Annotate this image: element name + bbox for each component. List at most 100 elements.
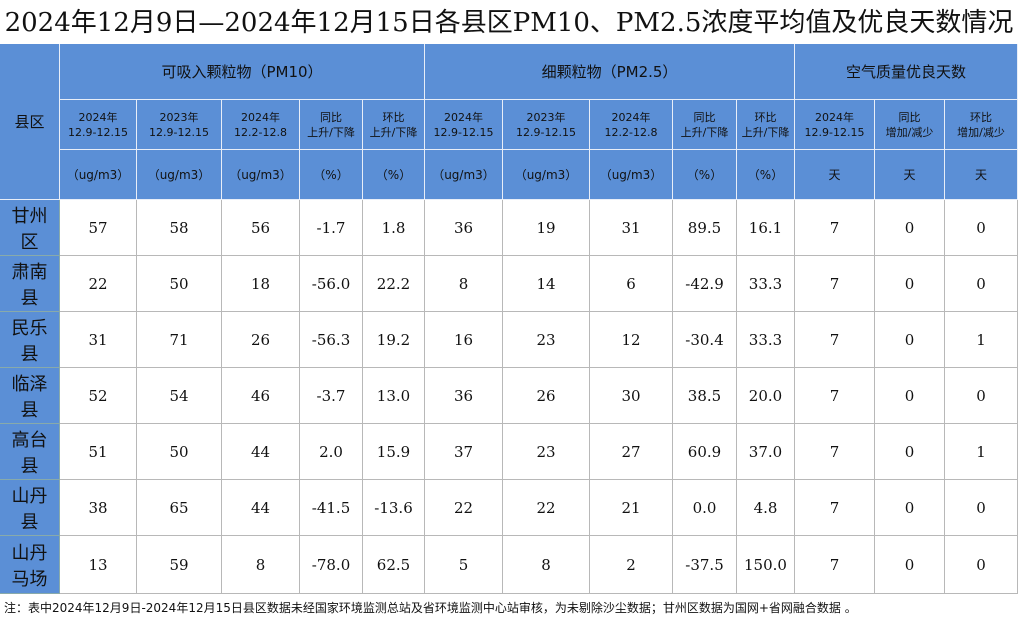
table-cell: -78.0 <box>300 536 363 594</box>
data-table: 县区 可吸入颗粒物（PM10） 细颗粒物（PM2.5） 空气质量优良天数 2024年 12… <box>0 44 1018 594</box>
table-cell: 44 <box>222 424 300 480</box>
header-line: 12.9-12.15 <box>149 125 209 139</box>
table-cell: 2 <box>590 536 673 594</box>
table-cell: 16 <box>425 312 503 368</box>
cell-text: 33.3 <box>748 274 783 293</box>
unit-header: （ug/m3） <box>222 150 300 200</box>
header-line: 上升/下降 <box>680 125 729 139</box>
unit-header: （%） <box>363 150 425 200</box>
cell-text: 肃南县 <box>11 261 48 309</box>
cell-text: 7 <box>829 274 840 293</box>
table-cell: -3.7 <box>300 368 363 424</box>
cell-text: 2.0 <box>319 442 343 461</box>
cell-text: 12 <box>621 330 641 349</box>
cell-text: 1.8 <box>381 218 406 237</box>
header-line: 12.2-12.8 <box>604 125 658 139</box>
sub-header: 2024年 12.2-12.8 <box>222 100 300 150</box>
table-cell: 38.5 <box>673 368 737 424</box>
sub-header: 2023年 12.9-12.15 <box>503 100 590 150</box>
table-cell: 21 <box>590 480 673 536</box>
sub-header: 环比 上升/下降 <box>363 100 425 150</box>
table-cell: -37.5 <box>673 536 737 594</box>
table-cell: 4.8 <box>737 480 795 536</box>
table-cell: 65 <box>137 480 222 536</box>
table-cell: -42.9 <box>673 256 737 312</box>
table-cell: 62.5 <box>363 536 425 594</box>
table-cell: 60.9 <box>673 424 737 480</box>
table-cell: 36 <box>425 200 503 256</box>
table-cell: 7 <box>795 536 875 594</box>
cell-text: 36 <box>453 386 474 405</box>
region-name: 甘州区 <box>0 200 60 256</box>
table-cell: 1 <box>945 424 1018 480</box>
table-cell: 7 <box>795 200 875 256</box>
table-cell: 150.0 <box>737 536 795 594</box>
table-cell: 0.0 <box>673 480 737 536</box>
sub-header: 2024年 12.9-12.15 <box>795 100 875 150</box>
table-cell: 26 <box>503 368 590 424</box>
cell-text: 7 <box>829 555 840 574</box>
table-cell: 14 <box>503 256 590 312</box>
header-line: 12.9-12.15 <box>804 125 865 139</box>
header-line: 增加/减少 <box>885 125 934 139</box>
cell-text: 22 <box>536 498 556 517</box>
cell-text: 27 <box>621 442 641 461</box>
table-cell: 59 <box>137 536 222 594</box>
header-line: 2024年 <box>611 110 651 124</box>
header-line: 2023年 <box>526 110 566 124</box>
cell-text: 26 <box>250 330 271 349</box>
table-cell: 0 <box>875 312 945 368</box>
table-cell: 89.5 <box>673 200 737 256</box>
cell-text: -3.7 <box>316 386 346 405</box>
cell-text: 37.0 <box>748 442 783 461</box>
cell-text: -13.6 <box>374 498 413 517</box>
header-text: 空气质量优良天数 <box>845 63 966 81</box>
table-cell: 8 <box>503 536 590 594</box>
sub-header: 同比 增加/减少 <box>875 100 945 150</box>
cell-text: 6 <box>626 274 636 293</box>
cell-text: 60.9 <box>687 442 722 461</box>
header-text: 县区 <box>14 113 45 131</box>
header-line: 12.9-12.15 <box>433 125 494 139</box>
header-line: 2024年 <box>241 110 280 124</box>
table-cell: 58 <box>137 200 222 256</box>
cell-text: 16.1 <box>748 218 783 237</box>
cell-text: 临泽县 <box>11 373 48 421</box>
cell-text: 65 <box>169 498 189 517</box>
table-cell: 0 <box>945 536 1018 594</box>
cell-text: 13.0 <box>376 386 411 405</box>
unit-text: 天 <box>828 168 841 182</box>
cell-text: 0.0 <box>692 498 717 517</box>
cell-text: 0 <box>976 555 986 574</box>
header-text: 可吸入颗粒物（PM10） <box>161 63 323 81</box>
sub-header: 2023年 12.9-12.15 <box>137 100 222 150</box>
table-cell: 0 <box>875 256 945 312</box>
group-header: 可吸入颗粒物（PM10） <box>60 44 425 100</box>
unit-text: （%） <box>686 168 723 182</box>
cell-text: 23 <box>536 442 556 461</box>
unit-header: 天 <box>945 150 1018 200</box>
sub-header: 同比 上升/下降 <box>673 100 737 150</box>
unit-header: （ug/m3） <box>137 150 222 200</box>
cell-text: 38.5 <box>687 386 722 405</box>
cell-text: -56.3 <box>311 330 351 349</box>
cell-text: 38 <box>88 498 108 517</box>
table-cell: 30 <box>590 368 673 424</box>
cell-text: 5 <box>458 555 469 574</box>
cell-text: 59 <box>169 555 189 574</box>
cell-text: 13 <box>88 555 108 574</box>
table-cell: 31 <box>590 200 673 256</box>
cell-text: 0 <box>976 498 986 517</box>
table-cell: 27 <box>590 424 673 480</box>
cell-text: 37 <box>453 442 474 461</box>
cell-text: 58 <box>169 218 189 237</box>
cell-text: 52 <box>88 386 108 405</box>
cell-text: 14 <box>536 274 556 293</box>
table-cell: 0 <box>945 368 1018 424</box>
table-cell: 22.2 <box>363 256 425 312</box>
header-line: 上升/下降 <box>741 125 790 139</box>
region-name: 肃南县 <box>0 256 60 312</box>
table-cell: 12 <box>590 312 673 368</box>
table-cell: -56.0 <box>300 256 363 312</box>
